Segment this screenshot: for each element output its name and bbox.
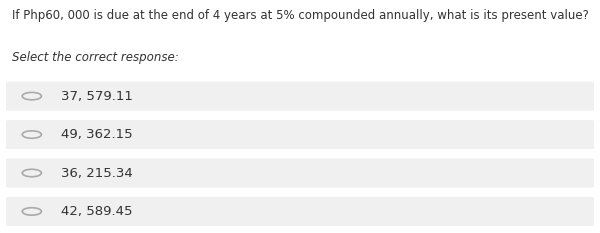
Text: 36, 215.34: 36, 215.34 (61, 167, 133, 179)
Text: If Php60, 000 is due at the end of 4 years at 5% compounded annually, what is it: If Php60, 000 is due at the end of 4 yea… (12, 9, 589, 22)
Text: 42, 589.45: 42, 589.45 (61, 205, 132, 218)
FancyBboxPatch shape (6, 158, 594, 188)
Text: 49, 362.15: 49, 362.15 (61, 128, 132, 141)
FancyBboxPatch shape (6, 82, 594, 111)
FancyBboxPatch shape (6, 197, 594, 226)
FancyBboxPatch shape (6, 120, 594, 149)
Text: 37, 579.11: 37, 579.11 (61, 90, 133, 103)
Text: Select the correct response:: Select the correct response: (12, 51, 179, 64)
